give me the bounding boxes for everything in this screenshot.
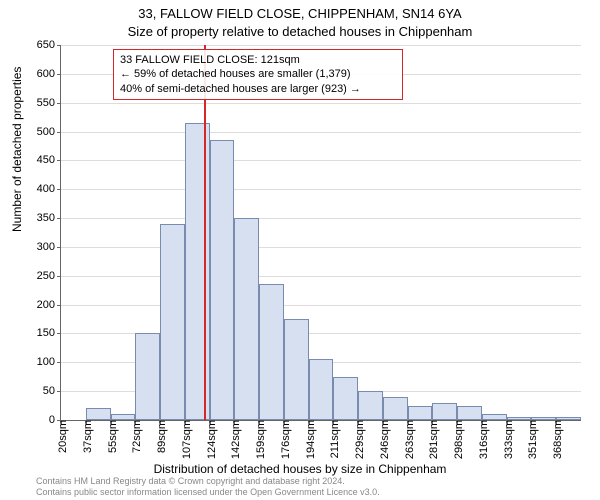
annotation-line3: 40% of semi-detached houses are larger (… (120, 82, 396, 96)
histogram-bar (234, 218, 259, 420)
histogram-bar (408, 406, 433, 420)
y-tick-mark (57, 362, 61, 363)
grid-line (61, 247, 581, 248)
grid-line (61, 45, 581, 46)
annotation-line2: ← 59% of detached houses are smaller (1,… (120, 67, 396, 81)
plot-area: 0501001502002503003504004505005506006502… (60, 45, 581, 421)
x-tick-label: 351sqm (523, 420, 539, 459)
annotation-line1: 33 FALLOW FIELD CLOSE: 121sqm (120, 53, 396, 67)
x-tick-label: 298sqm (449, 420, 465, 459)
x-tick-label: 176sqm (276, 420, 292, 459)
y-tick-mark (57, 103, 61, 104)
y-tick-mark (57, 276, 61, 277)
histogram-bar (457, 406, 482, 420)
footer-line1: Contains HM Land Registry data © Crown c… (36, 476, 380, 487)
y-tick-mark (57, 391, 61, 392)
annotation-box: 33 FALLOW FIELD CLOSE: 121sqm ← 59% of d… (113, 49, 403, 100)
x-tick-label: 107sqm (177, 420, 193, 459)
y-axis-label: Number of detached properties (10, 67, 24, 232)
histogram-bar (309, 359, 334, 420)
x-tick-label: 20sqm (53, 420, 69, 453)
x-tick-label: 263sqm (400, 420, 416, 459)
x-tick-label: 89sqm (152, 420, 168, 453)
histogram-bar (358, 391, 383, 420)
x-tick-label: 55sqm (103, 420, 119, 453)
chart-title-address: 33, FALLOW FIELD CLOSE, CHIPPENHAM, SN14… (0, 6, 600, 21)
x-tick-label: 37sqm (78, 420, 94, 453)
y-tick-mark (57, 189, 61, 190)
grid-line (61, 160, 581, 161)
grid-line (61, 132, 581, 133)
grid-line (61, 305, 581, 306)
histogram-bar (432, 403, 457, 420)
x-tick-label: 316sqm (474, 420, 490, 459)
histogram-bar (135, 333, 160, 420)
histogram-chart: 33, FALLOW FIELD CLOSE, CHIPPENHAM, SN14… (0, 0, 600, 500)
histogram-bar (284, 319, 309, 420)
x-tick-label: 194sqm (301, 420, 317, 459)
histogram-bar (160, 224, 185, 420)
chart-subtitle: Size of property relative to detached ho… (0, 24, 600, 39)
x-tick-label: 124sqm (202, 420, 218, 459)
histogram-bar (333, 377, 358, 420)
x-tick-label: 72sqm (127, 420, 143, 453)
y-tick-mark (57, 45, 61, 46)
footer-line2: Contains public sector information licen… (36, 487, 380, 498)
histogram-bar (383, 397, 408, 420)
y-tick-mark (57, 74, 61, 75)
reference-line (204, 45, 206, 420)
x-tick-label: 211sqm (325, 420, 341, 458)
x-tick-label: 281sqm (424, 420, 440, 459)
grid-line (61, 103, 581, 104)
x-axis-label: Distribution of detached houses by size … (0, 462, 600, 476)
x-tick-label: 142sqm (226, 420, 242, 459)
y-tick-mark (57, 218, 61, 219)
x-tick-label: 333sqm (499, 420, 515, 459)
grid-line (61, 189, 581, 190)
y-tick-mark (57, 132, 61, 133)
y-tick-mark (57, 333, 61, 334)
y-tick-mark (57, 305, 61, 306)
footer-attribution: Contains HM Land Registry data © Crown c… (36, 476, 380, 498)
grid-line (61, 276, 581, 277)
histogram-bar (259, 284, 284, 420)
y-tick-mark (57, 160, 61, 161)
grid-line (61, 218, 581, 219)
histogram-bar (210, 140, 235, 420)
x-tick-label: 246sqm (375, 420, 391, 459)
y-tick-mark (57, 247, 61, 248)
x-tick-label: 159sqm (251, 420, 267, 459)
x-tick-label: 368sqm (548, 420, 564, 459)
x-tick-label: 229sqm (350, 420, 366, 459)
histogram-bar (86, 408, 111, 420)
